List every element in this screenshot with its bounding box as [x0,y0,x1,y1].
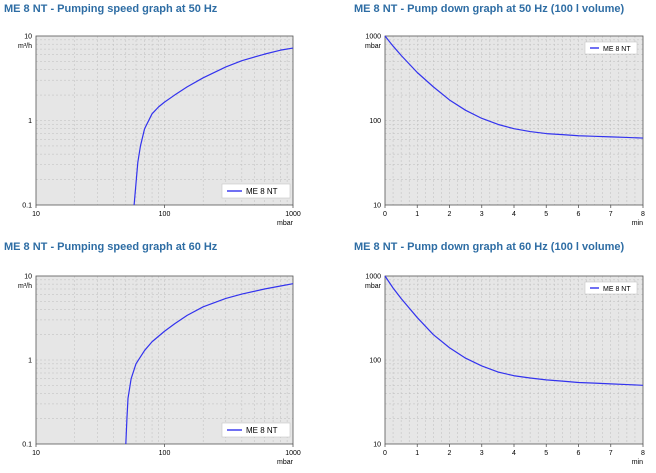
x-tick-label: 1000 [285,450,301,457]
chart-title: ME 8 NT - Pumping speed graph at 50 Hz [4,3,218,15]
y-axis-label: m³/h [18,43,32,50]
x-tick-label: 1 [415,450,419,457]
legend-label: ME 8 NT [246,426,278,435]
chart-panel-pump-down-50hz: ME 8 NT - Pump down graph at 50 Hz (100 … [350,0,656,235]
y-tick-label: 100 [369,118,381,125]
x-tick-label: 3 [480,450,484,457]
x-tick-label: 7 [609,211,613,218]
legend-box [221,183,291,199]
y-tick-label: 1 [28,118,32,125]
x-tick-label: 2 [448,450,452,457]
chart-title: ME 8 NT - Pump down graph at 50 Hz (100 … [354,3,625,15]
chart-panel-pump-down-60hz: ME 8 NT - Pump down graph at 60 Hz (100 … [350,238,656,473]
series-line-me-8-nt [125,283,294,445]
y-tick-label: 10 [373,203,381,210]
x-axis-label: min [632,220,643,227]
x-tick-label: 1 [415,211,419,218]
x-tick-label: 6 [577,450,581,457]
x-tick-label: 10 [32,450,40,457]
legend-label: ME 8 NT [603,286,631,293]
legend-label: ME 8 NT [603,46,631,53]
chart-svg: 10 100 1000 0.1 1 10 mbar m³/h ME 8 NT [18,274,301,467]
x-tick-label: 4 [512,211,516,218]
legend-box [584,41,638,55]
y-tick-label: 1000 [365,274,381,281]
series-line-me-8-nt [384,275,644,386]
chart-svg: 0 1 2 3 4 5 6 7 8 10 100 1000 min mbar ME 8 NT [365,34,645,228]
legend-box [584,281,638,295]
chart-title: ME 8 NT - Pump down graph at 60 Hz (100 … [354,241,625,253]
series-line-me-8-nt [133,47,294,206]
legend-box [221,422,291,438]
chart-panel-pumping-speed-60hz: ME 8 NT - Pumping speed graph at 60 Hz 1… [0,238,328,473]
x-axis-label: mbar [277,220,294,227]
chart-svg: 0 1 2 3 4 5 6 7 8 10 100 1000 min mbar ME 8 NT [365,274,645,467]
x-tick-label: 8 [641,450,645,457]
x-tick-label: 4 [512,450,516,457]
y-tick-label: 10 [24,274,32,281]
x-tick-label: 0 [383,211,387,218]
x-tick-label: 100 [159,211,171,218]
x-tick-label: 2 [448,211,452,218]
chart-svg: 10 100 1000 0.1 1 10 mbar m³/h ME 8 NT [18,34,301,228]
x-tick-label: 5 [544,450,548,457]
legend-label: ME 8 NT [246,187,278,196]
x-tick-label: 10 [32,211,40,218]
x-tick-label: 1000 [285,211,301,218]
y-tick-label: 0.1 [22,203,32,210]
x-axis-label: mbar [277,459,294,466]
x-tick-label: 5 [544,211,548,218]
y-tick-label: 1 [28,358,32,365]
y-tick-label: 10 [373,442,381,449]
x-tick-label: 100 [159,450,171,457]
y-axis-label: mbar [365,283,382,290]
x-axis-label: min [632,459,643,466]
y-axis-label: mbar [365,43,382,50]
chart-panel-pumping-speed-50hz: ME 8 NT - Pumping speed graph at 50 Hz 1… [0,0,328,235]
x-tick-label: 0 [383,450,387,457]
y-tick-label: 0.1 [22,442,32,449]
x-tick-label: 7 [609,450,613,457]
y-tick-label: 1000 [365,34,381,41]
x-tick-label: 6 [577,211,581,218]
y-tick-label: 100 [369,358,381,365]
x-tick-label: 8 [641,211,645,218]
x-tick-label: 3 [480,211,484,218]
y-axis-label: m³/h [18,283,32,290]
y-tick-label: 10 [24,34,32,41]
chart-title: ME 8 NT - Pumping speed graph at 60 Hz [4,241,218,253]
series-line-me-8-nt [384,35,644,139]
